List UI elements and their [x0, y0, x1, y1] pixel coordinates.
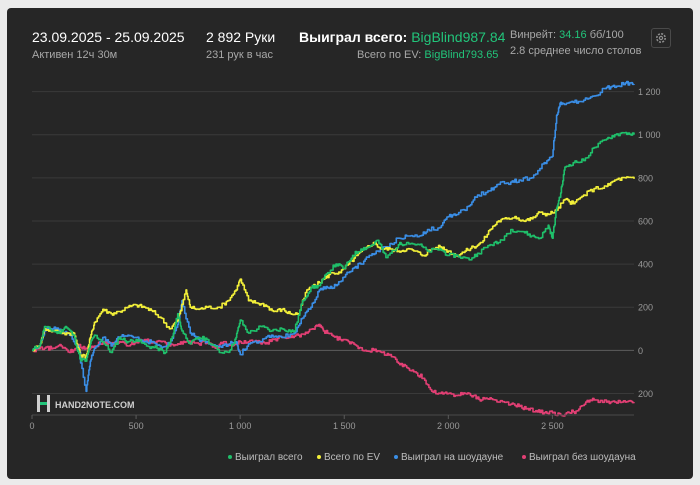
y-tick-label: 600	[638, 216, 653, 226]
ev-total: Всего по EV: BigBlind793.65	[357, 50, 498, 61]
legend-dot	[228, 455, 232, 460]
legend-item-no-showdown[interactable]: Выиграл без шоудауна	[522, 452, 636, 463]
y-tick-label: 1 000	[638, 130, 661, 140]
ev-value: BigBlind793.65	[424, 49, 499, 61]
series-line-ev	[32, 176, 635, 360]
series-line-showdown	[32, 80, 635, 393]
winrate-label: Винрейт:	[510, 29, 557, 41]
axis-layer: 200 0 200 400 600 800 1 000 1 200 0 500 1 000 1 500…	[29, 87, 660, 431]
legend-label: Выиграл на шоудауне	[401, 452, 504, 463]
x-tick-label: 0	[29, 421, 34, 431]
hands-count: 2 892 Руки	[206, 29, 276, 45]
watermark-text: HAND2NOTE.COM	[55, 400, 135, 410]
winrate-unit: бб/100	[589, 29, 624, 41]
active-time: Активен 12ч 30м	[32, 49, 118, 61]
x-tick-label: 500	[129, 421, 144, 431]
grid-layer	[32, 91, 634, 394]
won-total: Выиграл всего: BigBlind987.84	[299, 30, 505, 44]
winrate: Винрейт: 34.16 бб/100	[510, 30, 624, 41]
legend-item-won-total[interactable]: Выиграл всего	[228, 452, 303, 463]
legend-dot	[522, 455, 526, 460]
y-tick-label: 400	[638, 260, 653, 270]
legend-item-showdown[interactable]: Выиграл на шоудауне	[394, 452, 503, 463]
winrate-value: 34.16	[559, 29, 587, 41]
watermark: HAND2NOTE.COM	[37, 395, 135, 412]
legend-label: Выиграл без шоудауна	[529, 452, 636, 463]
legend-label: Выиграл всего	[235, 452, 303, 463]
x-tick-label: 1 000	[229, 421, 252, 431]
series-layer	[32, 80, 635, 417]
legend-item-ev[interactable]: Всего по EV	[317, 452, 380, 463]
gear-icon[interactable]	[651, 28, 671, 48]
legend-label: Всего по EV	[324, 452, 381, 463]
x-tick-label: 1 500	[333, 421, 356, 431]
won-total-label: Выиграл всего:	[299, 29, 408, 45]
y-tick-label: 1 200	[638, 87, 661, 97]
x-tick-label: 2 500	[541, 421, 564, 431]
y-tick-label: 200	[638, 389, 653, 399]
legend-dot	[317, 455, 321, 460]
series-line-won-total	[32, 131, 635, 362]
stats-panel: 23.09.2025 - 25.09.2025 Активен 12ч 30м …	[7, 8, 693, 479]
hand2note-logo-icon	[37, 395, 50, 412]
hands-per-hour: 231 рук в час	[206, 49, 274, 61]
legend-dot	[394, 455, 398, 460]
date-range: 23.09.2025 - 25.09.2025	[32, 29, 185, 45]
avg-tables: 2.8 среднее число столов	[510, 45, 642, 57]
won-total-value: BigBlind987.84	[411, 29, 506, 45]
y-tick-label: 0	[638, 346, 643, 356]
y-tick-label: 800	[638, 173, 653, 183]
series-line-no-showdown	[32, 323, 635, 417]
x-tick-label: 2 000	[437, 421, 460, 431]
y-tick-label: 200	[638, 303, 653, 313]
chart: HAND2NOTE.COM 200 0 200 400 600 800 1 000 1 200…	[29, 80, 661, 431]
ev-label: Всего по EV:	[357, 49, 422, 61]
